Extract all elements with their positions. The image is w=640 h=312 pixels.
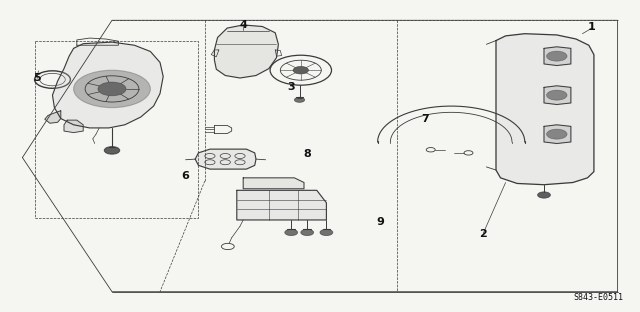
Polygon shape (544, 86, 571, 105)
Polygon shape (496, 34, 594, 185)
Circle shape (320, 229, 333, 236)
Text: 5: 5 (33, 73, 41, 83)
Circle shape (301, 229, 314, 236)
Text: 4: 4 (239, 20, 247, 30)
Text: 1: 1 (588, 22, 596, 32)
Circle shape (98, 82, 126, 96)
Text: S843-E0511: S843-E0511 (573, 293, 623, 301)
Text: 2: 2 (479, 229, 487, 239)
Text: 3: 3 (287, 82, 295, 92)
Text: 6: 6 (182, 171, 189, 181)
Polygon shape (214, 25, 278, 78)
Polygon shape (52, 42, 163, 128)
Polygon shape (243, 178, 304, 189)
Circle shape (547, 51, 567, 61)
Polygon shape (64, 120, 83, 133)
Text: 9: 9 (377, 217, 385, 227)
Circle shape (293, 66, 308, 74)
Circle shape (74, 70, 150, 108)
Text: 8: 8 (303, 149, 311, 159)
Circle shape (547, 129, 567, 139)
Circle shape (547, 90, 567, 100)
Circle shape (538, 192, 550, 198)
Polygon shape (544, 47, 571, 66)
Circle shape (285, 229, 298, 236)
Polygon shape (237, 190, 326, 220)
Circle shape (104, 147, 120, 154)
Polygon shape (544, 125, 571, 144)
Polygon shape (45, 111, 61, 123)
Circle shape (294, 97, 305, 102)
Polygon shape (195, 149, 256, 169)
Text: 7: 7 (422, 114, 429, 124)
